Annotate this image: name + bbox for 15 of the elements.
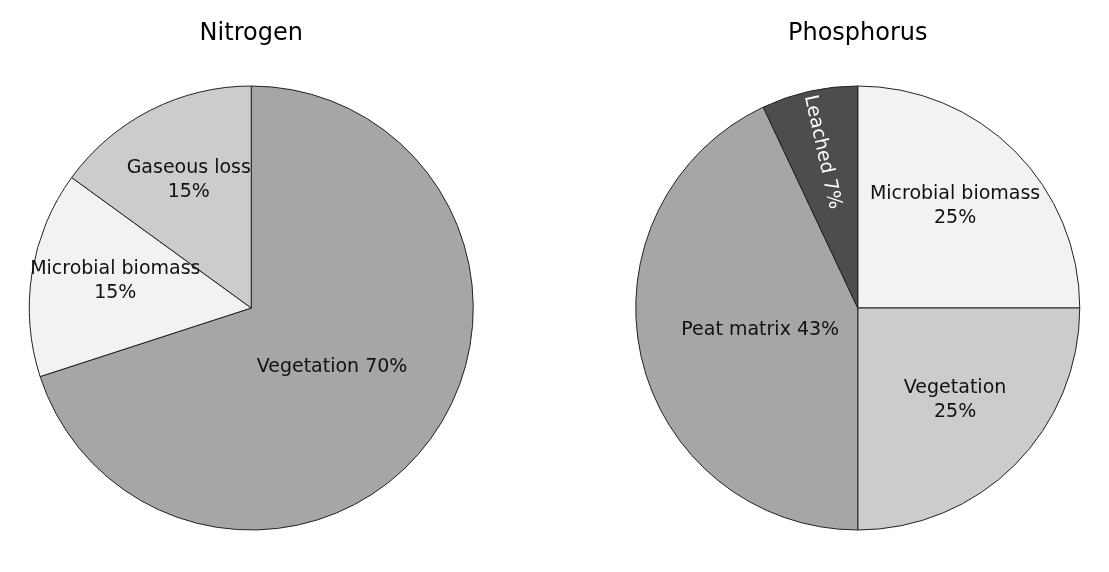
data-label: 25%	[933, 204, 977, 227]
data-label: 70%	[365, 354, 408, 377]
slice-label: Leached	[800, 92, 840, 176]
slice-label: Vegetation	[256, 354, 360, 377]
slice-label: Microbial biomass	[869, 180, 1041, 203]
chart-title: Nitrogen	[199, 18, 303, 46]
slice-label: Peat matrix	[681, 317, 791, 340]
data-label: 25%	[933, 399, 977, 422]
slice-label: Gaseous loss	[126, 155, 251, 178]
data-label: 15%	[94, 280, 137, 303]
data-label: 7%	[819, 176, 848, 211]
slice-label: Vegetation	[903, 375, 1007, 398]
data-label: 15%	[167, 179, 210, 202]
chart-title: Phosphorus	[787, 18, 928, 46]
data-label: 43%	[796, 317, 840, 340]
